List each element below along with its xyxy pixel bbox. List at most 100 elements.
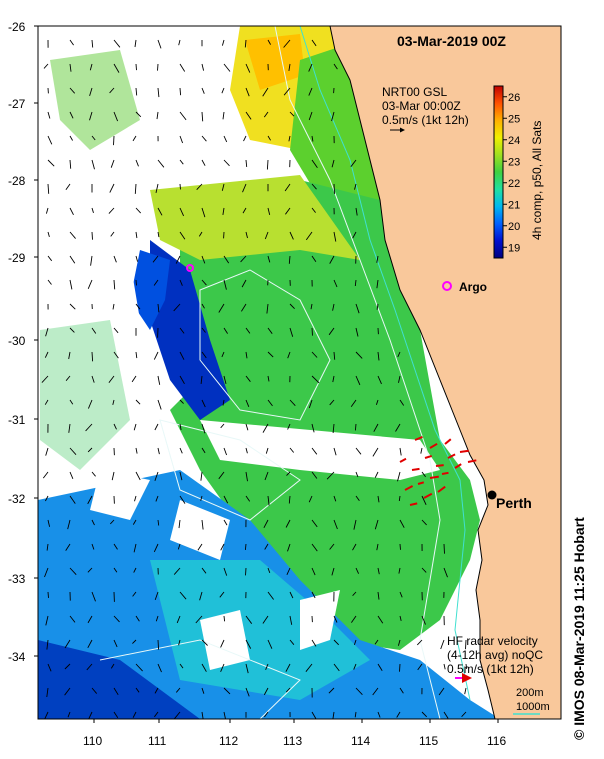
velocity-arrow [179,279,183,286]
velocity-arrow [397,639,401,646]
velocity-arrow [223,447,228,456]
velocity-arrow [91,519,95,526]
velocity-arrow [69,159,72,169]
velocity-arrow [222,207,225,215]
velocity-arrow [135,447,138,454]
y-tick-label: -34 [8,650,26,664]
velocity-arrow [45,495,49,502]
velocity-arrow [245,87,250,97]
velocity-arrow [69,327,75,333]
velocity-arrow [157,399,162,410]
velocity-arrow [42,471,49,479]
velocity-arrow [179,591,187,600]
plot-frame [37,25,562,720]
velocity-arrow [245,399,250,407]
velocity-arrow [179,375,185,385]
hf-radar-arrow [429,442,438,449]
hf-radar-arrow [459,449,469,453]
velocity-arrow [179,471,183,481]
x-tick-label: 113 [283,734,302,748]
velocity-arrow [421,519,427,526]
velocity-arrow [154,711,159,718]
map-title: 03-Mar-2019 00Z [397,33,506,49]
velocity-arrow [179,399,184,404]
velocity-arrow [263,687,269,696]
velocity-arrow [113,423,117,430]
velocity-arrow [265,447,269,454]
velocity-arrow [113,135,115,146]
velocity-arrow [44,351,49,358]
velocity-arrow [416,639,423,646]
sst-patch-west-specks [50,50,140,150]
velocity-arrow [352,231,357,239]
velocity-arrow [333,279,338,288]
velocity-arrow [91,471,96,477]
velocity-arrow [223,519,228,526]
y-tick-label: -33 [8,572,26,586]
velocity-arrow [417,663,423,671]
velocity-arrow [157,663,162,673]
velocity-arrow [311,135,314,142]
velocity-arrow [112,399,115,406]
x-tick-label: 112 [219,734,238,748]
velocity-arrow [135,399,141,405]
velocity-arrow [289,111,295,117]
velocity-arrow [69,63,72,72]
velocity-arrow [308,495,313,503]
velocity-arrow [421,471,426,478]
velocity-arrow [112,303,115,310]
velocity-arrow [47,135,53,145]
velocity-arrow [375,399,379,405]
velocity-arrow [65,543,71,551]
velocity-arrow [196,183,203,191]
hf-radar-arrow [423,492,433,499]
velocity-arrow [69,135,73,141]
velocity-arrow [218,471,225,480]
velocity-arrow [311,255,317,262]
velocity-arrow [263,519,269,529]
velocity-arrow [374,519,379,530]
velocity-arrow [179,423,182,431]
velocity-arrow [64,663,71,670]
velocity-arrow [244,39,247,48]
y-tick-label: -26 [8,20,26,34]
velocity-arrow [267,567,271,574]
velocity-arrow [284,183,291,192]
velocity-arrow [64,639,71,649]
velocity-arrow [374,639,379,645]
sst-patch-west-mid [40,320,130,470]
velocity-arrow [201,519,204,530]
velocity-arrow [350,159,357,167]
velocity-arrow [305,231,313,241]
velocity-arrow [289,639,295,645]
velocity-arrow [110,231,115,237]
velocity-arrow [333,639,340,646]
velocity-arrow [328,327,335,336]
velocity-arrow [135,207,142,214]
velocity-arrow [308,399,313,409]
velocity-arrow [109,183,115,193]
velocity-arrow [157,231,160,238]
velocity-arrow [108,207,115,214]
velocity-arrow [223,63,231,72]
velocity-arrow [179,351,185,360]
velocity-arrow [223,327,228,334]
velocity-arrow [443,711,449,719]
velocity-arrow [89,63,93,71]
velocity-arrow [201,135,207,142]
velocity-arrow [264,471,269,481]
velocity-arrow [245,111,252,120]
velocity-arrow [201,279,207,286]
velocity-arrow [154,591,159,601]
velocity-arrow [45,447,49,456]
velocity-arrow [134,39,137,48]
velocity-arrow [178,639,181,646]
velocity-arrow [377,351,380,361]
velocity-arrow [87,279,93,289]
velocity-arrow [311,519,318,528]
velocity-arrow [201,303,205,309]
velocity-arrow [461,711,467,718]
velocity-arrow [399,519,405,528]
hf-radar-arrow [447,453,456,459]
velocity-arrow [69,231,76,239]
